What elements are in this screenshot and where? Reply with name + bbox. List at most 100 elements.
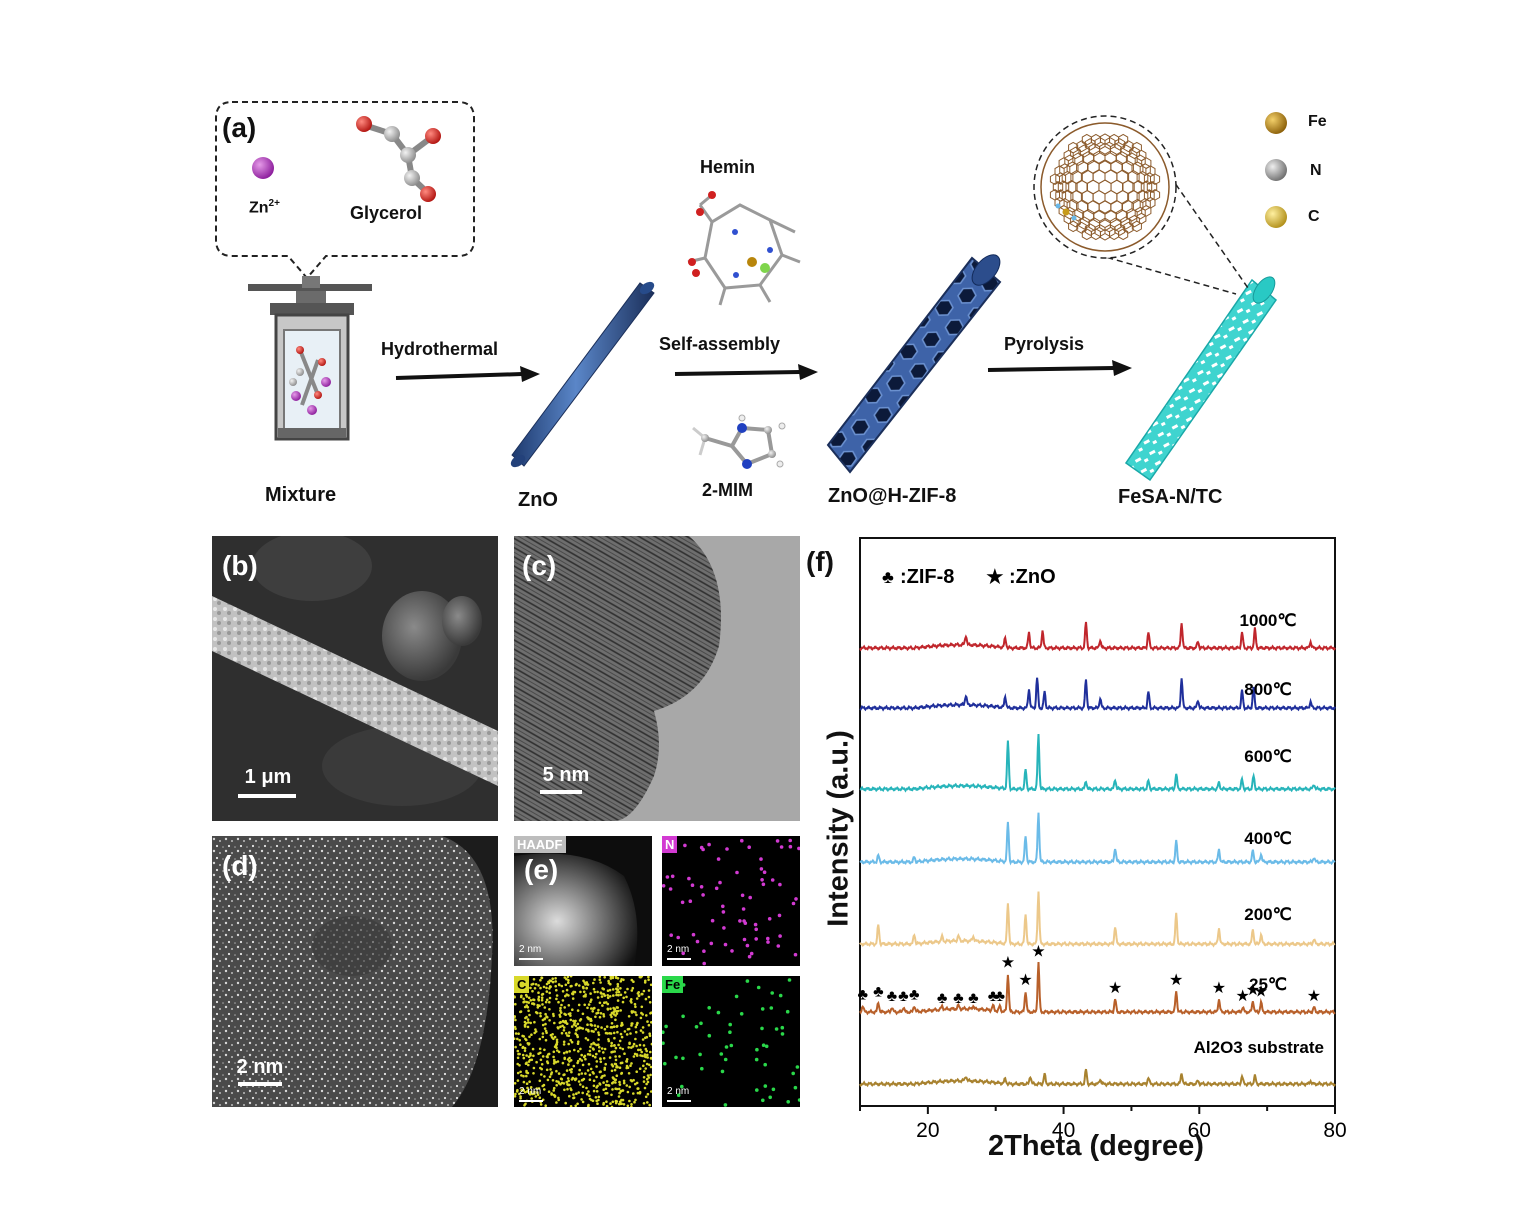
tem-image-panel: (c) 5 nm xyxy=(514,536,800,821)
zno-marker: ★ xyxy=(1254,983,1268,1000)
map-scale-label-n: 2 nm xyxy=(667,944,690,955)
pyrolysis-label: Pyrolysis xyxy=(1004,334,1085,354)
series-label-1: 800℃ xyxy=(1244,680,1291,699)
xrd-chart-panel: 1000℃ 800℃ 600℃ 400℃ 200℃ 25℃ Al2O3 substrate … xyxy=(800,530,1523,1218)
sem-image-panel: (b) 1 μm xyxy=(212,536,498,821)
xrd-series-0 xyxy=(859,621,1336,652)
fullerene-zoom xyxy=(1033,115,1249,295)
mixture-label: Mixture xyxy=(265,484,337,506)
scale-bar-d xyxy=(238,1082,282,1086)
glycerol-molecule xyxy=(356,116,441,202)
zif-marker: ♣ xyxy=(909,987,920,1004)
self-assembly-label: Self-assembly xyxy=(659,334,781,354)
zno-marker: ★ xyxy=(1169,972,1183,989)
zif-marker: ♣ xyxy=(953,990,964,1007)
map-label-haadf: HAADF xyxy=(514,836,566,853)
series-label-2: 600℃ xyxy=(1244,747,1291,766)
zno-marker: ★ xyxy=(1031,943,1045,960)
zno-rod xyxy=(510,281,655,468)
series-label-4: 200℃ xyxy=(1244,905,1291,924)
mixture-bubble xyxy=(215,101,475,280)
scale-label-d: 2 nm xyxy=(236,1056,284,1078)
zno-marker: ★ xyxy=(1212,980,1226,997)
zno-marker: ★ xyxy=(1108,980,1122,997)
panel-label-d: (d) xyxy=(222,850,258,881)
eds-map-haadf: HAADF 2 nm (e) xyxy=(514,836,652,966)
zno-marker: ★ xyxy=(1001,955,1015,972)
panel-label-e: (e) xyxy=(524,854,559,885)
x-tick-label: 80 xyxy=(1323,1119,1346,1142)
hydrothermal-arrow xyxy=(395,366,540,382)
zif-marker: ♣ xyxy=(968,990,979,1007)
series-label-0: 1000℃ xyxy=(1240,611,1297,630)
zno-marker: ★ xyxy=(1246,982,1260,999)
panel-label-a: (a) xyxy=(222,112,257,143)
map-label-c: C xyxy=(514,976,530,993)
zn-ion-label: Zn2+ xyxy=(249,198,280,217)
sem-image xyxy=(212,536,498,821)
xrd-series-6 xyxy=(859,1068,1336,1088)
eds-map-fe: Fe 2 nm xyxy=(662,976,800,1107)
legend-club-symbol: ♣ xyxy=(882,567,894,587)
schematic-panel: (a) Zn2+ Glycerol Hydrothermal Self-asse… xyxy=(0,0,1523,530)
panel-label-c: (c) xyxy=(522,550,557,581)
self-assembly-arrow xyxy=(674,364,818,380)
2-mim-molecule xyxy=(692,414,786,469)
series-label-5: 25℃ xyxy=(1249,975,1287,994)
fe-legend-ball xyxy=(1265,112,1287,134)
scale-label-c: 5 nm xyxy=(542,764,590,786)
map-scale-bar-n xyxy=(667,958,691,960)
series-label-6: Al2O3 substrate xyxy=(1194,1038,1324,1057)
legend-zno-text: :ZnO xyxy=(1009,566,1056,588)
legend-fe-label: Fe xyxy=(1308,113,1327,130)
panel-label-f: (f) xyxy=(806,546,834,577)
eds-map-c: C 2 nm xyxy=(514,976,652,1107)
zif-marker: ♣ xyxy=(988,988,999,1005)
legend-n-label: N xyxy=(1310,162,1322,179)
map-label-n: N xyxy=(662,836,678,853)
glycerol-label: Glycerol xyxy=(350,203,423,223)
zif-marker: ♣ xyxy=(937,990,948,1007)
fesa-tube xyxy=(1124,276,1278,482)
zno-marker: ★ xyxy=(1236,988,1250,1005)
xrd-series-4 xyxy=(859,891,1336,948)
c-legend-ball xyxy=(1265,206,1287,228)
scale-label-b: 1 μm xyxy=(244,766,292,788)
zif-marker: ♣ xyxy=(898,988,909,1005)
x-tick-label: 60 xyxy=(1188,1119,1211,1142)
legend-zif-text: :ZIF-8 xyxy=(900,566,954,588)
eds-map-n: N 2 nm xyxy=(662,836,800,966)
xrd-series-2 xyxy=(859,733,1336,793)
haadf-image-panel: (d) 2 nm xyxy=(212,836,498,1107)
zif-label: ZnO@H-ZIF-8 xyxy=(828,485,957,507)
x-tick-label: 40 xyxy=(1052,1119,1075,1142)
zif-marker: ♣ xyxy=(887,988,898,1005)
zif-marker: ♣ xyxy=(873,983,884,1000)
schematic-graphics xyxy=(215,101,1287,482)
map-scale-label-fe: 2 nm xyxy=(667,1086,690,1097)
map-scale-bar-haadf xyxy=(519,958,543,960)
n-legend-ball xyxy=(1265,159,1287,181)
y-axis-label: Intensity (a.u.) xyxy=(822,730,855,927)
map-scale-label-haadf: 2 nm xyxy=(519,944,542,955)
map-label-fe: Fe xyxy=(662,976,684,993)
tem-image xyxy=(514,536,800,821)
xrd-series-1 xyxy=(859,677,1336,712)
scale-bar-b xyxy=(238,794,296,798)
x-tick-label: 20 xyxy=(916,1119,939,1142)
2-mim-label: 2-MIM xyxy=(702,480,753,500)
haadf-image xyxy=(212,836,498,1107)
fesa-label: FeSA-N/TC xyxy=(1118,486,1223,508)
x-axis-label: 2Theta (degree) xyxy=(988,1130,1204,1162)
zif-rod xyxy=(826,254,1002,474)
legend-c-label: C xyxy=(1308,208,1320,225)
zif-marker: ♣ xyxy=(857,987,868,1004)
pyrolysis-arrow xyxy=(987,360,1132,376)
zif-marker: ♣ xyxy=(995,988,1006,1005)
zn-ion-sphere xyxy=(252,157,274,179)
hemin-molecule xyxy=(687,191,801,306)
plot-frame xyxy=(859,537,1336,1107)
scale-bar-c xyxy=(540,790,582,794)
map-scale-bar-c xyxy=(519,1100,543,1102)
zno-label: ZnO xyxy=(518,489,558,511)
